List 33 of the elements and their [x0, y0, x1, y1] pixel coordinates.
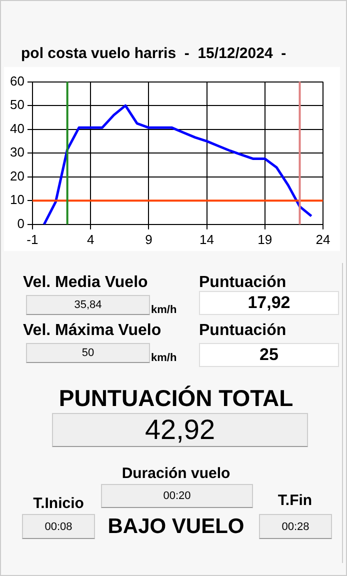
text: 00:28	[259, 514, 332, 539]
text: 17,92	[199, 291, 339, 315]
y-tick-label: 20	[10, 168, 24, 184]
text: 25	[199, 343, 339, 367]
text: 35,84	[26, 295, 150, 315]
text: Vel. Media Vuelo	[23, 273, 149, 293]
text: PUNTUACIÓN TOTAL	[58, 384, 294, 412]
x-tick-label: 4	[86, 232, 94, 247]
y-tick-label: 40	[10, 120, 24, 136]
chart-title: pol costa vuelo harris - 15/12/2024 -	[21, 45, 288, 62]
text: Puntuación	[199, 321, 288, 341]
x-tick-label: -1	[26, 232, 38, 247]
y-tick-label: 0	[17, 216, 24, 231]
x-tick-label: 9	[145, 232, 152, 247]
text: Duración vuelo	[120, 464, 232, 483]
text: Puntuación	[199, 273, 288, 293]
text: 00:08	[22, 514, 95, 539]
text: 50	[26, 343, 150, 363]
x-tick-label: 14	[200, 232, 214, 247]
text: T.Inicio	[32, 494, 85, 513]
text: 42,92	[52, 413, 308, 447]
text: km/h	[151, 303, 178, 317]
text: km/h	[151, 351, 178, 365]
x-tick-label: 24	[316, 232, 330, 247]
text: T.Fin	[276, 490, 314, 510]
y-tick-label: 10	[10, 192, 24, 208]
y-tick-label: 60	[10, 73, 24, 88]
x-tick-label: 19	[258, 232, 272, 247]
y-tick-label: 50	[10, 97, 24, 112]
y-tick-label: 30	[10, 144, 24, 160]
text: Vel. Máxima Vuelo	[23, 321, 162, 341]
text: BAJO VUELO	[106, 514, 246, 540]
text: 00:20	[101, 484, 253, 508]
